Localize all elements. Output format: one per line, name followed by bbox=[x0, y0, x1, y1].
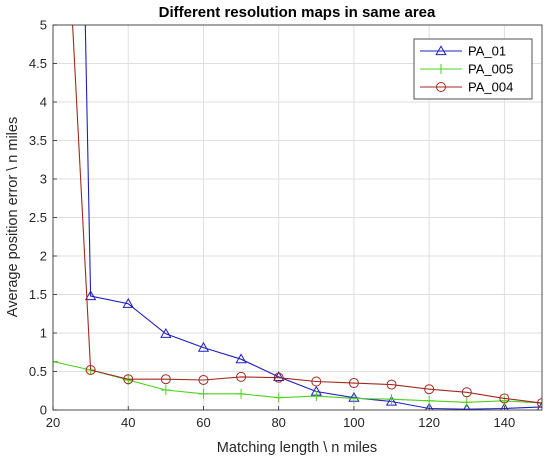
data-point-pa-01 bbox=[197, 341, 210, 352]
data-point-pa-01 bbox=[536, 401, 542, 410]
data-point-pa-004 bbox=[198, 374, 209, 385]
data-point-pa-005 bbox=[53, 356, 58, 367]
data-point-pa-004 bbox=[499, 393, 510, 404]
data-point-pa-004 bbox=[160, 374, 171, 385]
legend-marker-pa-004 bbox=[436, 82, 446, 92]
y-tick-label: 3.5 bbox=[29, 133, 47, 148]
data-point-pa-004 bbox=[348, 378, 359, 389]
data-point-pa-01 bbox=[273, 371, 285, 381]
series-layer bbox=[53, 25, 542, 410]
data-point-pa-005 bbox=[461, 397, 472, 408]
data-point-pa-005 bbox=[499, 395, 510, 406]
data-point-pa-005 bbox=[236, 388, 247, 399]
series-line-pa-01 bbox=[84, 25, 542, 410]
data-point-pa-004 bbox=[424, 384, 435, 395]
legend-label-pa-005: PA_005 bbox=[468, 62, 513, 77]
data-point-pa-01 bbox=[424, 402, 434, 410]
chart-title: Different resolution maps in same area bbox=[159, 4, 436, 21]
y-tick-label: 3 bbox=[40, 172, 47, 187]
legend-marker-pa-005 bbox=[436, 64, 446, 74]
x-tick-label: 120 bbox=[418, 415, 440, 430]
legend-marker-pa-01 bbox=[435, 45, 447, 56]
x-tick-label: 80 bbox=[271, 415, 285, 430]
ticks: 20 40 60 80 100 120 140 0 0.5 1 1.5 2 2.5 3 3.5 4 4.5 5 bbox=[29, 18, 515, 431]
y-tick-label: 2 bbox=[40, 249, 47, 264]
y-tick-label: 4.5 bbox=[29, 56, 47, 71]
data-point-pa-01 bbox=[385, 395, 398, 406]
data-point-pa-005 bbox=[311, 391, 322, 402]
x-axis-label: Matching length \ n miles bbox=[217, 440, 377, 456]
y-tick-label: 0.5 bbox=[29, 364, 47, 379]
data-point-pa-004 bbox=[273, 372, 284, 383]
x-tick-label: 40 bbox=[121, 415, 135, 430]
data-point-pa-005 bbox=[160, 384, 171, 395]
data-point-pa-005 bbox=[424, 395, 435, 406]
data-point-pa-004 bbox=[85, 364, 96, 375]
x-tick-label: 140 bbox=[494, 415, 516, 430]
data-point-pa-01 bbox=[500, 402, 509, 410]
data-point-pa-004 bbox=[311, 376, 322, 387]
series-line-pa-004 bbox=[72, 25, 542, 404]
data-point-pa-004 bbox=[386, 379, 397, 390]
legend-label-pa-004: PA_004 bbox=[468, 80, 513, 95]
legend-label-pa-01: PA_01 bbox=[468, 44, 506, 59]
data-point-pa-005 bbox=[386, 394, 397, 405]
x-tick-label: 100 bbox=[343, 415, 365, 430]
y-tick-label: 1 bbox=[40, 326, 47, 341]
y-tick-label: 0 bbox=[40, 403, 47, 418]
y-tick-label: 2.5 bbox=[29, 210, 47, 225]
series-clip-group bbox=[53, 25, 542, 410]
data-point-pa-01 bbox=[160, 327, 172, 338]
y-axis-label: Average position error \ n miles bbox=[5, 117, 21, 317]
data-point-pa-004 bbox=[123, 374, 134, 385]
data-point-pa-004 bbox=[461, 387, 472, 398]
data-point-pa-01 bbox=[122, 297, 134, 308]
x-tick-label: 20 bbox=[46, 415, 60, 430]
y-tick-label: 4 bbox=[40, 95, 47, 110]
data-point-pa-005 bbox=[273, 392, 284, 403]
series-line-pa-005 bbox=[53, 360, 542, 404]
x-tick-label: 60 bbox=[196, 415, 210, 430]
data-point-pa-01 bbox=[463, 403, 471, 410]
legend: PA_01 PA_005 PA_004 bbox=[413, 38, 533, 100]
data-point-pa-01 bbox=[235, 353, 247, 364]
data-point-pa-005 bbox=[198, 388, 209, 399]
data-point-pa-01 bbox=[84, 290, 97, 301]
y-tick-label: 5 bbox=[40, 18, 47, 33]
y-tick-label: 1.5 bbox=[29, 287, 47, 302]
data-point-pa-005 bbox=[348, 393, 359, 404]
data-point-pa-004 bbox=[537, 398, 542, 409]
data-point-pa-004 bbox=[236, 371, 247, 382]
